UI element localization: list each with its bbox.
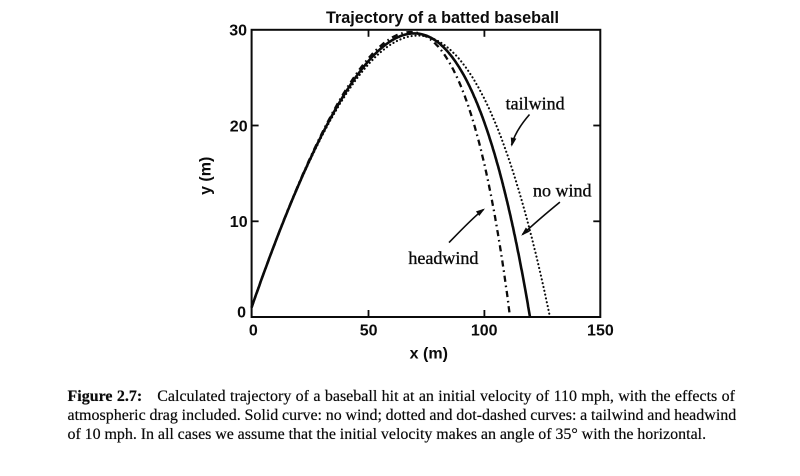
svg-text:20: 20 [230,119,248,136]
svg-text:y (m): y (m) [198,157,215,195]
svg-text:30: 30 [229,23,247,40]
svg-text:x (m): x (m) [410,346,448,363]
svg-text:10: 10 [230,214,248,231]
svg-text:0: 0 [249,323,258,340]
svg-text:100: 100 [471,323,498,340]
svg-text:50: 50 [360,323,378,340]
svg-text:headwind: headwind [408,248,478,268]
svg-text:0: 0 [237,304,246,321]
svg-text:Trajectory of a batted basebal: Trajectory of a batted baseball [326,9,559,27]
svg-text:150: 150 [587,323,614,340]
svg-text:tailwind: tailwind [506,93,565,113]
svg-text:no wind: no wind [533,181,592,201]
